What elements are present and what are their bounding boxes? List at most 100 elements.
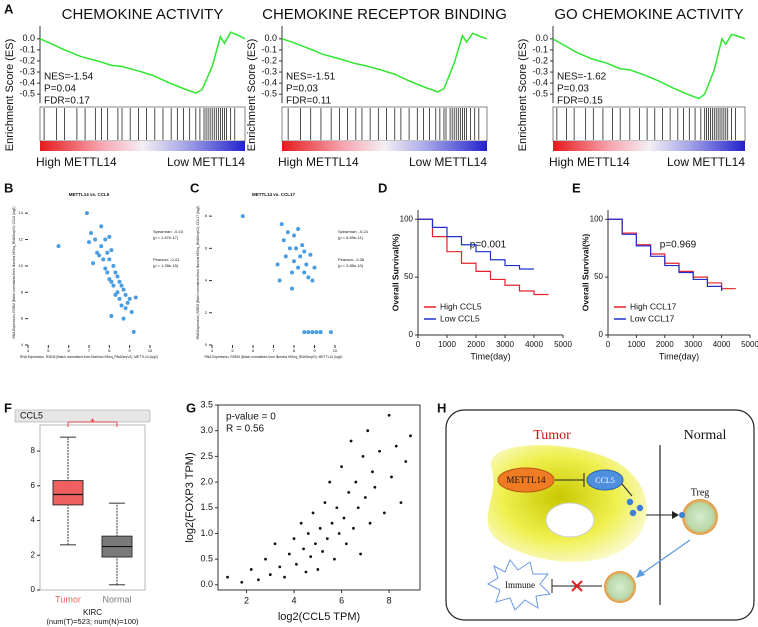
stat-annotation: FDR=0.11 <box>286 96 332 107</box>
y-tick-label: 100 <box>590 214 604 223</box>
y-tick-label: -0.1 <box>532 44 548 54</box>
point <box>127 296 132 301</box>
point <box>278 565 282 569</box>
p-value: p=0.969 <box>660 240 697 251</box>
y-tick-label: -0.5 <box>261 89 277 99</box>
x-tick-label: 6 <box>68 348 71 353</box>
y-tick-label: 4 <box>21 342 24 347</box>
point <box>302 330 307 335</box>
normal-label: Normal <box>684 428 727 443</box>
point <box>371 470 374 474</box>
point <box>368 521 372 525</box>
mettl14-label: METTL14 <box>507 475 546 485</box>
chart-title: CHEMOKINE RECEPTOR BINDING <box>262 6 507 23</box>
point <box>363 496 367 499</box>
point <box>318 526 322 530</box>
stat-annotation: p-value = 0 <box>226 412 276 423</box>
stat-annotation: Pearson: -0.41 <box>153 257 180 262</box>
immune-label: Immune <box>505 580 535 590</box>
x-axis-label: RNA Expression, RSEM (Batch normalized f… <box>20 355 158 359</box>
point <box>226 575 229 579</box>
group-label: Normal <box>102 594 131 604</box>
point <box>311 511 315 515</box>
point <box>105 250 110 255</box>
x-tick-label: 1000 <box>628 340 646 349</box>
point <box>390 475 393 479</box>
point <box>349 439 353 443</box>
y-tick-label: 0 <box>409 330 414 339</box>
stat-annotation: NES=-1.62 <box>557 72 607 83</box>
point <box>304 570 308 574</box>
y-tick-label: -0.3 <box>261 66 277 76</box>
point <box>97 253 102 258</box>
point <box>99 244 104 249</box>
x-tick-label: 9 <box>313 348 316 353</box>
point <box>298 254 303 259</box>
tumor-label: Tumor <box>533 428 571 443</box>
point <box>281 238 286 243</box>
point <box>84 211 89 216</box>
panel-label: E <box>572 180 581 195</box>
chart-title: CHEMOKINE ACTIVITY <box>62 6 224 23</box>
point <box>399 501 403 505</box>
point <box>289 286 294 291</box>
survival-curve <box>418 218 549 296</box>
chart-title: METTL14 vs. CCL5 <box>69 192 110 197</box>
x-tick-label: 1000 <box>438 340 456 349</box>
point <box>344 542 348 546</box>
mechanism-diagram: Tumor Normal METTL14 CCL5 Treg Immune <box>445 409 755 621</box>
ccl5-node <box>586 469 624 491</box>
legend-label: Low CCL5 <box>440 313 480 323</box>
point <box>295 562 298 566</box>
point <box>115 274 120 279</box>
y-tick-label: 50 <box>594 272 603 281</box>
point <box>302 547 305 551</box>
point <box>302 249 307 254</box>
point <box>302 270 307 275</box>
group-label: Tumor <box>55 594 81 604</box>
legend-label: High CCL17 <box>630 301 677 311</box>
x-tick-label: 9 <box>129 348 132 353</box>
stat-annotation: Pearson: -0.36 <box>338 257 365 262</box>
x-end-label: High METTL14 <box>549 155 630 169</box>
x-tick-label: 7 <box>272 348 275 353</box>
significance: * <box>90 417 95 429</box>
panel-label: D <box>378 180 387 195</box>
point <box>107 234 112 239</box>
y-tick-label: -0.2 <box>532 55 548 65</box>
arrow <box>621 483 633 497</box>
panel-label: G <box>186 400 196 415</box>
receptor <box>679 512 685 518</box>
y-tick-label: 10 <box>19 263 24 268</box>
x-end-label: Low METTL14 <box>167 155 245 169</box>
point <box>314 330 319 335</box>
point <box>273 542 277 546</box>
rank-gradient <box>40 141 245 151</box>
x-axis-label: RNA Expression, RSEM (Batch normalized f… <box>205 355 343 359</box>
x-tick-label: 5 <box>47 348 50 353</box>
point <box>294 246 299 251</box>
mettl14-node <box>497 467 555 493</box>
point <box>123 306 128 311</box>
x-axis-label: Time(day) <box>659 351 699 361</box>
stat-annotation: Spearman: -0.43 <box>153 229 184 234</box>
y-tick-label: -0.3 <box>19 66 35 76</box>
point <box>277 278 282 283</box>
y-tick-label: 0.0 <box>535 33 548 43</box>
y-tick-label: -0.1 <box>19 44 35 54</box>
point <box>296 227 301 231</box>
point <box>56 244 61 249</box>
y-tick-label: 14 <box>19 210 24 215</box>
point <box>121 287 126 292</box>
point <box>328 330 333 335</box>
y-tick-label: 50 <box>404 272 413 281</box>
x-tick-label: 6 <box>252 348 255 353</box>
barcode-frame <box>281 106 488 142</box>
point <box>111 263 116 268</box>
y-tick-label: 6 <box>31 481 36 490</box>
point <box>133 295 138 300</box>
survival-curve <box>608 218 736 290</box>
point <box>314 542 317 546</box>
stat-annotation: (p = 6.59e-11) <box>338 235 364 240</box>
x-tick-label: 0 <box>416 340 421 349</box>
